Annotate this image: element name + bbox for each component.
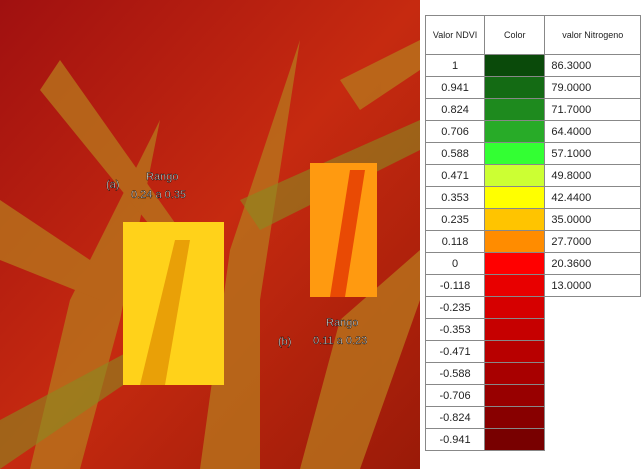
ndvi-cell: -0.588 xyxy=(426,363,485,385)
table-row: 0.706 64.4000 xyxy=(426,121,641,143)
ndvi-cell: 0.471 xyxy=(426,165,485,187)
color-cell xyxy=(485,121,545,143)
color-cell xyxy=(485,319,545,341)
empty-cell xyxy=(545,297,641,451)
ndvi-cell: -0.471 xyxy=(426,341,485,363)
ndvi-cell: 0 xyxy=(426,253,485,275)
color-cell xyxy=(485,143,545,165)
column-header: valor Nitrogeno xyxy=(545,16,641,55)
ndvi-cell: -0.118 xyxy=(426,275,485,297)
range-title: Rango xyxy=(146,171,178,183)
ndvi-cell: 0.235 xyxy=(426,209,485,231)
nitrogen-cell: 13.0000 xyxy=(545,275,641,297)
column-header: Color xyxy=(485,16,545,55)
column-header: Valor NDVI xyxy=(426,16,485,55)
table-row: 0.118 27.7000 xyxy=(426,231,641,253)
range-value: 0.11 a 0.23 xyxy=(313,335,367,347)
range-value: 0.24 a 0.35 xyxy=(131,189,186,201)
page: (a) Rango 0.24 a 0.35 (b) Rango 0.11 a 0… xyxy=(0,0,641,469)
ndvi-cell: 0.824 xyxy=(426,99,485,121)
ndvi-cell: 0.118 xyxy=(426,231,485,253)
table-row: 0.941 79.0000 xyxy=(426,77,641,99)
color-cell xyxy=(485,385,545,407)
color-cell xyxy=(485,99,545,121)
range-title: Rango xyxy=(326,317,358,329)
nitrogen-cell: 64.4000 xyxy=(545,121,641,143)
table-row: 0.588 57.1000 xyxy=(426,143,641,165)
table-row: 0.824 71.7000 xyxy=(426,99,641,121)
label-b: (b) xyxy=(278,336,291,348)
color-cell xyxy=(485,55,545,77)
nitrogen-cell: 20.3600 xyxy=(545,253,641,275)
color-cell xyxy=(485,187,545,209)
nitrogen-cell: 79.0000 xyxy=(545,77,641,99)
table-row: 0.471 49.8000 xyxy=(426,165,641,187)
table-row: -0.118 13.0000 xyxy=(426,275,641,297)
color-cell xyxy=(485,407,545,429)
color-cell xyxy=(485,341,545,363)
color-cell xyxy=(485,275,545,297)
ndvi-cell: -0.353 xyxy=(426,319,485,341)
color-cell xyxy=(485,253,545,275)
color-cell xyxy=(485,165,545,187)
table-row: 0.353 42.4400 xyxy=(426,187,641,209)
color-cell xyxy=(485,429,545,451)
nitrogen-cell: 86.3000 xyxy=(545,55,641,77)
table-row: 0.235 35.0000 xyxy=(426,209,641,231)
ndvi-cell: 0.706 xyxy=(426,121,485,143)
ndvi-cell: 0.941 xyxy=(426,77,485,99)
color-cell xyxy=(485,209,545,231)
ndvi-cell: -0.235 xyxy=(426,297,485,319)
color-cell xyxy=(485,297,545,319)
color-cell xyxy=(485,77,545,99)
nitrogen-cell: 27.7000 xyxy=(545,231,641,253)
table-row: 0 20.3600 xyxy=(426,253,641,275)
ndvi-image: (a) Rango 0.24 a 0.35 (b) Rango 0.11 a 0… xyxy=(0,0,420,469)
ndvi-cell: -0.941 xyxy=(426,429,485,451)
ndvi-cell: 0.353 xyxy=(426,187,485,209)
ndvi-cell: -0.824 xyxy=(426,407,485,429)
color-cell xyxy=(485,231,545,253)
nitrogen-cell: 49.8000 xyxy=(545,165,641,187)
color-cell xyxy=(485,363,545,385)
label-a: (a) xyxy=(106,179,119,191)
nitrogen-cell: 35.0000 xyxy=(545,209,641,231)
nitrogen-cell: 42.4400 xyxy=(545,187,641,209)
ndvi-cell: 0.588 xyxy=(426,143,485,165)
nitrogen-cell: 57.1000 xyxy=(545,143,641,165)
nitrogen-cell: 71.7000 xyxy=(545,99,641,121)
table-row: -0.235 xyxy=(426,297,641,319)
table-row: 1 86.3000 xyxy=(426,55,641,77)
ndvi-cell: -0.706 xyxy=(426,385,485,407)
ndvi-cell: 1 xyxy=(426,55,485,77)
